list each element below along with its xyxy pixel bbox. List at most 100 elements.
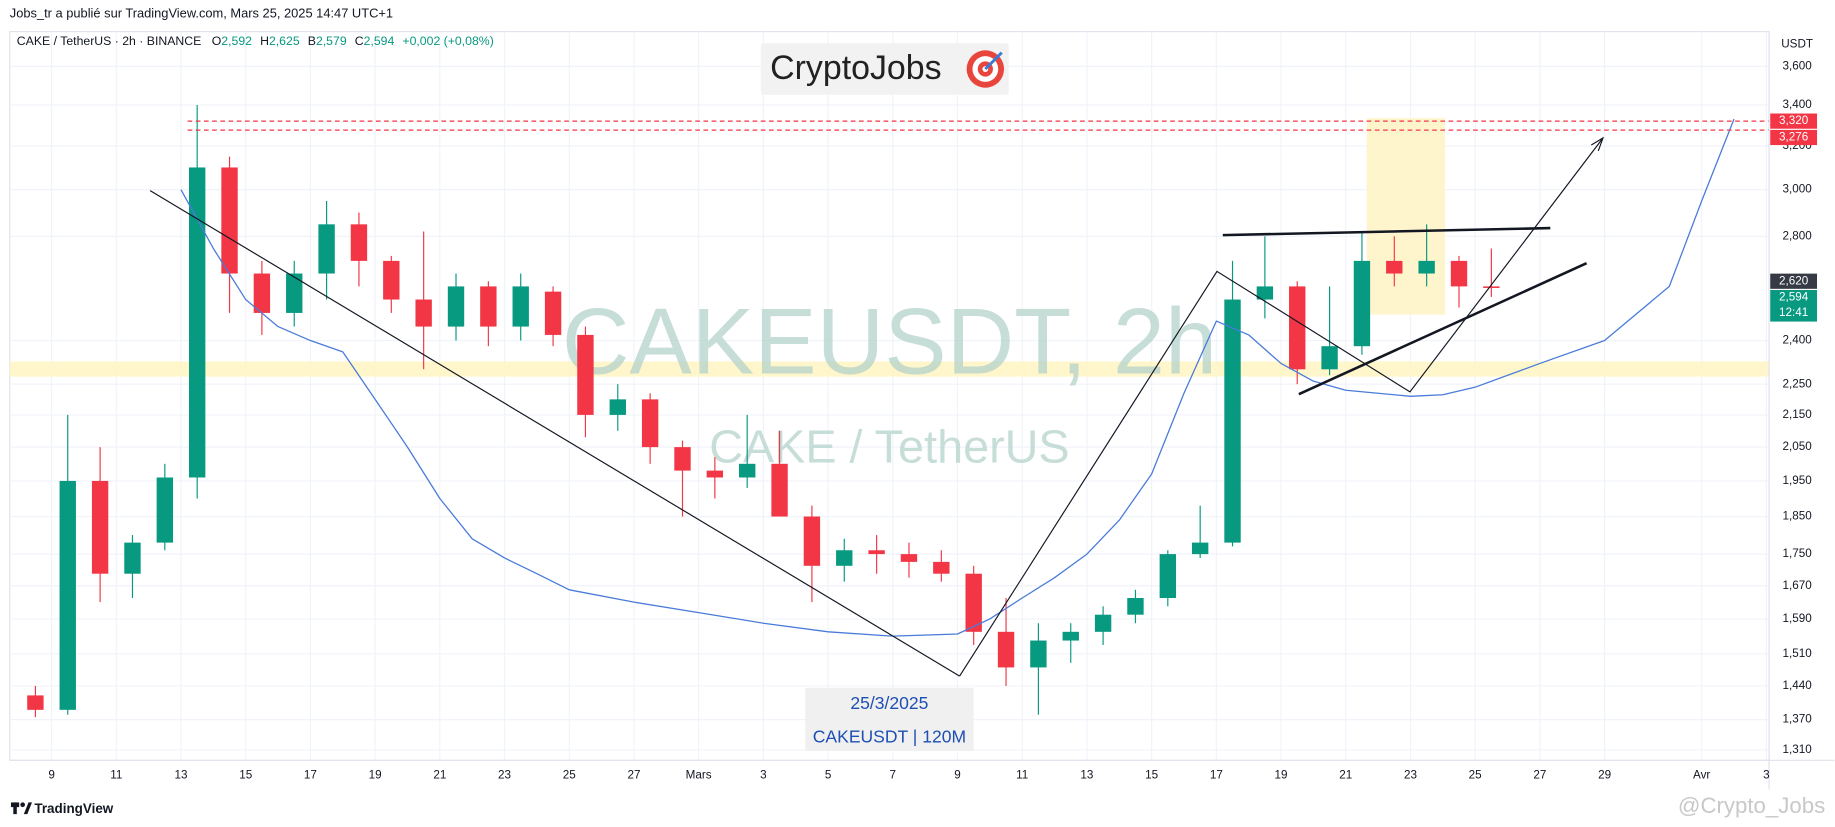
watermark-title: CAKEUSDT, 2h (562, 288, 1217, 393)
legend-value: 2,625 (269, 34, 300, 48)
price-label: 2,594 (1779, 291, 1809, 304)
y-tick-label: 2,250 (1783, 377, 1813, 390)
legend-key: O (212, 34, 222, 48)
plot-area (9, 30, 1770, 761)
x-tick-label: 13 (1080, 769, 1093, 782)
x-tick-label: 15 (1145, 769, 1159, 782)
x-tick-label: 21 (1339, 769, 1352, 782)
legend-value: 2,592 (221, 34, 252, 48)
price-label-countdown: 12:41 (1779, 306, 1808, 319)
x-tick-label: 3 (1763, 769, 1770, 782)
candle-body (27, 695, 44, 710)
candle-body (739, 463, 756, 478)
candle-body (868, 550, 885, 555)
x-tick-label: 11 (1016, 769, 1028, 782)
x-tick-label: 17 (304, 769, 317, 782)
candle-body (1127, 598, 1144, 615)
candle-body (1224, 299, 1241, 543)
candle-body (1062, 631, 1079, 641)
info-box (805, 687, 974, 751)
y-tick-label: 3,600 (1783, 59, 1813, 72)
watermark-subtitle: CAKE / TetherUS (709, 421, 1069, 473)
trend-line (149, 190, 960, 677)
candle-body (1386, 260, 1403, 274)
x-tick-label: 17 (1210, 769, 1223, 782)
legend-key: B (308, 34, 316, 48)
y-tick-label: 3,000 (1783, 183, 1813, 196)
legend-value: 2,579 (316, 34, 347, 48)
candle-body (59, 480, 76, 710)
projection-path (959, 137, 1604, 677)
price-label: 3,320 (1779, 114, 1809, 127)
candle-body (1450, 260, 1468, 287)
x-tick-label: 23 (1404, 769, 1417, 782)
y-tick-label: 1,590 (1783, 612, 1813, 625)
x-tick-label: 25 (1469, 769, 1483, 782)
y-tick-label: 2,050 (1783, 440, 1813, 453)
legend-symbol: CAKE / TetherUS · 2h · BINANCE (17, 34, 202, 48)
candle-body (415, 299, 432, 327)
x-tick-label: 25 (563, 769, 577, 782)
candle-body (1159, 554, 1176, 599)
footer-logo (10, 802, 33, 815)
candle-body (1256, 286, 1274, 300)
candle-body (91, 480, 109, 574)
x-tick-label: 7 (890, 769, 897, 782)
x-tick-label: 5 (825, 769, 832, 782)
candle-body (480, 286, 497, 327)
legend: CAKE / TetherUS · 2h · BINANCE O2,592 H2… (17, 34, 494, 48)
y-tick-label: 2,400 (1783, 334, 1813, 347)
y-tick-label: 2,150 (1783, 408, 1813, 421)
candle-body (803, 516, 821, 566)
candle-body (609, 399, 626, 415)
price-label: 3,276 (1779, 131, 1808, 144)
y-tick-label: 3,400 (1783, 98, 1813, 111)
candle-body (1094, 614, 1112, 632)
published-line: Jobs_tr a publié sur TradingView.com, Ma… (10, 5, 393, 20)
logo-box (760, 43, 1009, 95)
y-tick-label: 1,670 (1783, 579, 1813, 592)
candle-body (188, 167, 206, 478)
legend-change: +0,002 (+0,08%) (402, 34, 493, 48)
candle-body (933, 561, 950, 574)
candle-body (965, 573, 982, 632)
info-date: 25/3/2025 (850, 693, 928, 713)
price-label-box (1770, 273, 1818, 289)
candle-body (771, 463, 788, 517)
candle-body (318, 224, 335, 274)
x-tick-label: 23 (498, 769, 511, 782)
x-tick-label: 3 (760, 769, 767, 782)
candle-body (1191, 542, 1209, 555)
arrow-head (1590, 136, 1605, 152)
x-tick-label: 13 (174, 769, 187, 782)
y-tick-label: 1,370 (1783, 713, 1813, 726)
support-line (1298, 262, 1588, 396)
legend-key: H (260, 34, 269, 48)
candle-body (544, 291, 562, 335)
candle-body (1483, 286, 1500, 288)
legend-value: 2,594 (364, 34, 395, 48)
x-tick-label: 19 (1275, 769, 1288, 782)
moving-average-line (180, 118, 1735, 637)
candle-body (286, 273, 303, 313)
candle-body (253, 273, 271, 313)
info-caption: CAKEUSDT | 120M (813, 727, 966, 747)
candle-body (641, 399, 659, 448)
grid (9, 31, 1770, 761)
candle-body (577, 334, 594, 415)
resistance-line (1222, 226, 1551, 237)
candle-body (1418, 260, 1435, 274)
x-tick-label: 19 (369, 769, 382, 782)
candle-body (1030, 640, 1047, 668)
candle-body (1353, 260, 1371, 347)
price-label: 2,620 (1779, 274, 1809, 287)
legend-key: C (355, 34, 364, 48)
candle-body (997, 631, 1015, 668)
axes: 3,6003,4003,2003,0002,8002,4002,2502,150… (48, 59, 1818, 782)
candle-body (221, 167, 238, 274)
x-tick-label: 29 (1598, 769, 1611, 782)
candle-body (156, 477, 174, 543)
x-tick-label: 9 (48, 769, 55, 782)
candle-body (512, 286, 529, 327)
candle-body (447, 286, 465, 327)
